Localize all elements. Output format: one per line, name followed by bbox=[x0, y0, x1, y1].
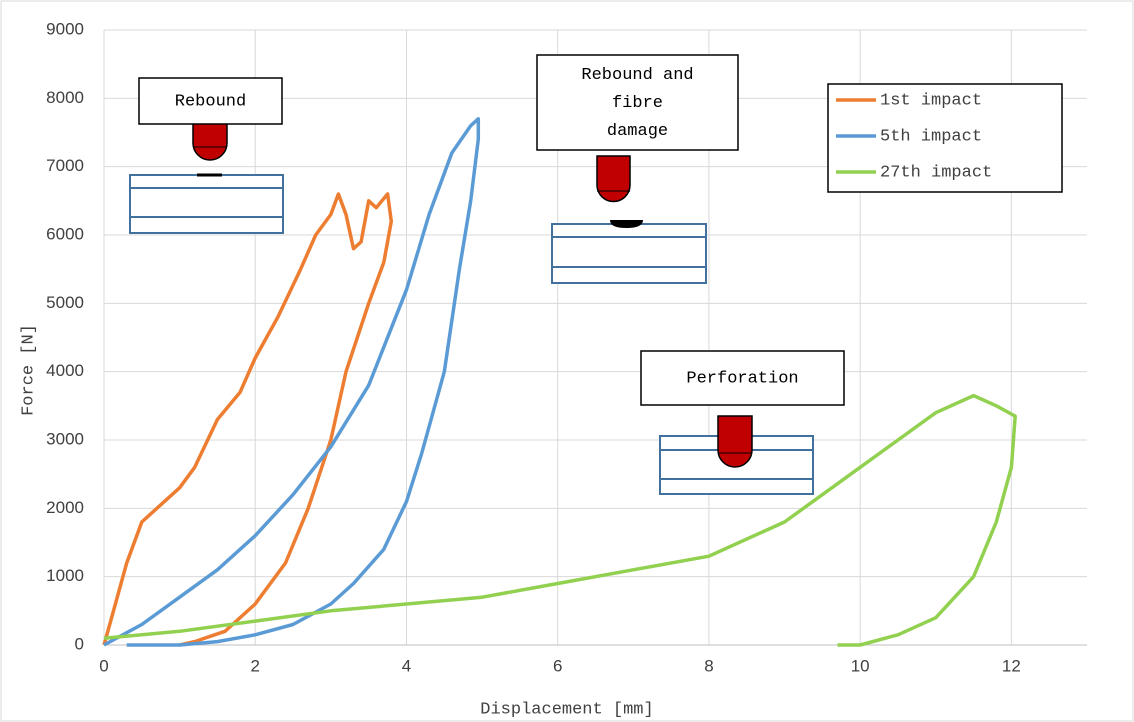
y-tick-label: 3000 bbox=[46, 429, 84, 448]
annotation-text: Perforation bbox=[686, 369, 798, 388]
legend-label: 1st impact bbox=[880, 91, 982, 110]
x-tick-label: 0 bbox=[99, 656, 108, 675]
chart: Displacement [mm] Force [N] 0 1000 2000 300… bbox=[0, 0, 1134, 722]
x-tick-label: 6 bbox=[553, 656, 562, 675]
y-tick-label: 9000 bbox=[46, 19, 84, 38]
y-tick-label: 6000 bbox=[46, 224, 84, 243]
impactor bbox=[597, 156, 630, 202]
y-axis-title: Force [N] bbox=[19, 324, 38, 416]
x-tick-label: 10 bbox=[851, 656, 870, 675]
x-tick-label: 2 bbox=[250, 656, 259, 675]
page: {"chart_data": {"type": "line", "x_label… bbox=[0, 0, 1134, 722]
annotation-text: fibre bbox=[612, 94, 663, 113]
x-axis-title: Displacement [mm] bbox=[480, 700, 653, 719]
y-tick-label: 2000 bbox=[46, 498, 84, 517]
y-tick-label: 1000 bbox=[46, 566, 84, 585]
y-tick-label: 4000 bbox=[46, 361, 84, 380]
annotation-text: Rebound bbox=[175, 92, 246, 111]
x-tick-label: 4 bbox=[402, 656, 411, 675]
legend-label: 5th impact bbox=[880, 127, 982, 146]
annotation-text: damage bbox=[607, 122, 668, 141]
y-tick-label: 7000 bbox=[46, 156, 84, 175]
legend-label: 27th impact bbox=[880, 163, 992, 182]
impactor bbox=[718, 416, 752, 467]
annotation-text: Rebound and bbox=[581, 66, 693, 85]
x-tick-label: 8 bbox=[704, 656, 713, 675]
y-tick-label: 5000 bbox=[46, 293, 84, 312]
y-tick-label: 8000 bbox=[46, 88, 84, 107]
x-tick-label: 12 bbox=[1002, 656, 1021, 675]
plate bbox=[130, 175, 283, 233]
y-tick-label: 0 bbox=[75, 634, 84, 653]
plate bbox=[552, 224, 706, 283]
